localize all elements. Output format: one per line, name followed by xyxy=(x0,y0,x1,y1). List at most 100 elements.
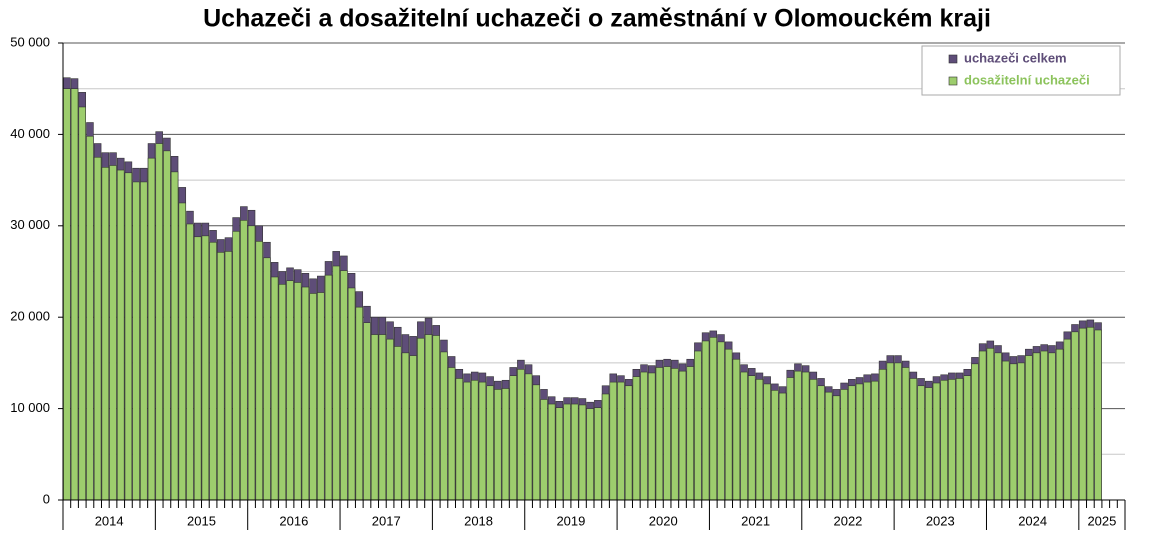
bar xyxy=(640,371,648,501)
bar xyxy=(894,362,902,501)
bar xyxy=(917,385,925,501)
bar xyxy=(509,375,517,501)
bar xyxy=(578,404,587,501)
bar xyxy=(755,379,764,501)
bar xyxy=(132,181,140,501)
legend-label: dosažitelní uchazeči xyxy=(964,72,1090,87)
bar xyxy=(340,270,348,501)
bar xyxy=(270,276,279,501)
bar xyxy=(217,252,225,501)
bar xyxy=(863,381,871,501)
bar xyxy=(871,380,879,501)
bar xyxy=(486,385,494,501)
y-tick-label: 20 000 xyxy=(10,309,50,324)
bar xyxy=(70,88,79,501)
bar xyxy=(517,368,525,501)
bar xyxy=(617,381,625,501)
bar xyxy=(540,399,548,501)
bar xyxy=(801,371,810,501)
bar xyxy=(332,265,340,501)
bar xyxy=(832,395,841,501)
bar xyxy=(647,372,656,501)
bar xyxy=(93,156,102,501)
bar xyxy=(1055,348,1064,501)
legend-label: uchazeči celkem xyxy=(964,50,1067,65)
bar xyxy=(624,385,633,501)
bar xyxy=(363,322,371,501)
bar xyxy=(293,282,302,501)
x-tick-label: 2019 xyxy=(556,513,585,528)
bar xyxy=(324,274,333,501)
bar xyxy=(140,181,148,501)
bar xyxy=(394,346,402,501)
bar xyxy=(978,350,987,501)
x-tick-label: 2022 xyxy=(833,513,862,528)
bar xyxy=(740,371,748,501)
bar xyxy=(309,293,317,501)
bar xyxy=(432,335,440,501)
bar xyxy=(632,376,641,501)
bar xyxy=(470,379,479,501)
chart-title: Uchazeči a dosažitelní uchazeči o zaměst… xyxy=(203,5,991,33)
bar xyxy=(724,348,733,501)
bar xyxy=(717,341,725,501)
y-tick-label: 50 000 xyxy=(10,34,50,49)
bar xyxy=(532,384,541,501)
bar xyxy=(201,235,210,501)
x-tick-label: 2024 xyxy=(1018,513,1047,528)
bar xyxy=(824,391,833,501)
x-tick-label: 2020 xyxy=(649,513,678,528)
bar xyxy=(255,241,263,501)
y-tick-label: 40 000 xyxy=(10,126,50,141)
bar xyxy=(940,379,948,501)
bar xyxy=(848,385,856,501)
bar xyxy=(147,157,156,501)
bar xyxy=(240,220,248,501)
bar xyxy=(763,383,771,501)
bar xyxy=(1032,352,1041,501)
bar xyxy=(155,143,163,501)
bar xyxy=(178,202,187,501)
x-tick-label: 2017 xyxy=(372,513,401,528)
x-tick-label: 2014 xyxy=(95,513,124,528)
bar xyxy=(1086,326,1095,501)
bar xyxy=(347,287,356,501)
bar xyxy=(732,358,741,501)
bar xyxy=(901,367,910,501)
bar xyxy=(1071,331,1079,501)
bar xyxy=(809,379,818,501)
x-tick-label: 2016 xyxy=(279,513,308,528)
bar xyxy=(594,407,602,501)
bar xyxy=(247,225,256,501)
bar xyxy=(663,366,671,501)
bar xyxy=(501,388,510,501)
bar xyxy=(409,355,417,501)
bar xyxy=(447,367,456,501)
bar xyxy=(1001,360,1010,501)
bar xyxy=(986,347,995,501)
x-tick-label: 2021 xyxy=(741,513,770,528)
bar xyxy=(855,383,864,501)
bar xyxy=(232,230,240,501)
bar xyxy=(694,350,702,501)
bar xyxy=(417,337,425,501)
bar xyxy=(524,373,533,501)
bar xyxy=(193,236,202,501)
bar xyxy=(1025,355,1033,501)
bar xyxy=(224,251,233,501)
bar xyxy=(455,378,464,501)
bar xyxy=(932,382,941,501)
bar xyxy=(547,403,556,501)
bar xyxy=(948,379,956,501)
bar xyxy=(463,381,471,501)
bar xyxy=(655,367,664,501)
bar xyxy=(101,167,110,501)
bar xyxy=(709,337,718,501)
bar xyxy=(116,169,125,501)
bar xyxy=(555,407,564,501)
y-tick-label: 30 000 xyxy=(10,217,50,232)
bar xyxy=(786,377,794,501)
bar xyxy=(424,334,433,501)
bar xyxy=(286,280,294,501)
